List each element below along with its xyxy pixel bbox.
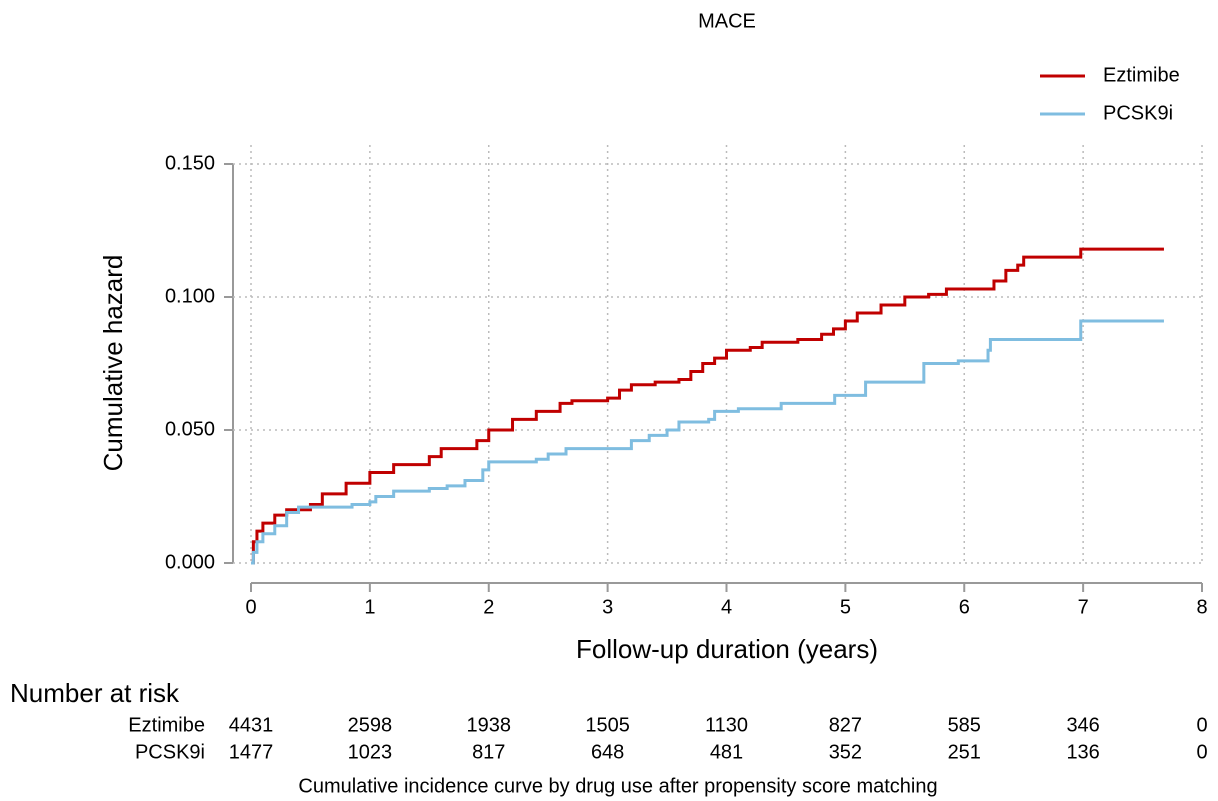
y-tick-label: 0.000 [165, 551, 215, 573]
chart-title: MACE [698, 10, 756, 32]
y-tick-label: 0.050 [165, 418, 215, 440]
caption: Cumulative incidence curve by drug use a… [298, 775, 937, 797]
risk-table-title: Number at risk [10, 678, 180, 708]
risk-value: 648 [591, 741, 624, 763]
x-tick-label: 6 [959, 596, 970, 618]
x-tick-label: 5 [840, 596, 851, 618]
risk-value: 346 [1066, 714, 1099, 736]
y-axis-label: Cumulative hazard [98, 255, 128, 472]
risk-value: 0 [1196, 741, 1207, 763]
risk-value: 1023 [348, 741, 393, 763]
risk-value: 1130 [705, 714, 748, 736]
legend-label: PCSK9i [1103, 102, 1173, 124]
risk-value: 0 [1196, 714, 1207, 736]
risk-row-label: PCSK9i [135, 741, 205, 763]
risk-value: 817 [472, 741, 505, 763]
y-tick-label: 0.100 [165, 285, 215, 307]
legend-label: Eztimibe [1103, 64, 1180, 86]
x-tick-label: 0 [245, 596, 256, 618]
series-line [251, 319, 1164, 565]
risk-value: 4431 [229, 714, 274, 736]
series-line [251, 247, 1164, 565]
risk-value: 1477 [229, 741, 274, 763]
risk-value: 585 [948, 714, 981, 736]
risk-value: 481 [710, 741, 743, 763]
x-tick-label: 1 [364, 596, 375, 618]
risk-row-label: Eztimibe [128, 714, 205, 736]
risk-value: 1938 [467, 714, 512, 736]
x-tick-label: 3 [602, 596, 613, 618]
x-tick-label: 2 [483, 596, 494, 618]
risk-value: 1505 [585, 714, 630, 736]
x-tick-label: 7 [1078, 596, 1089, 618]
risk-value: 136 [1066, 741, 1099, 763]
x-tick-label: 4 [721, 596, 732, 618]
x-axis-label: Follow-up duration (years) [576, 634, 878, 664]
risk-value: 2598 [348, 714, 393, 736]
x-tick-label: 8 [1196, 596, 1207, 618]
risk-value: 827 [829, 714, 862, 736]
risk-value: 251 [948, 741, 981, 763]
risk-value: 352 [829, 741, 862, 763]
y-tick-label: 0.150 [165, 152, 215, 174]
